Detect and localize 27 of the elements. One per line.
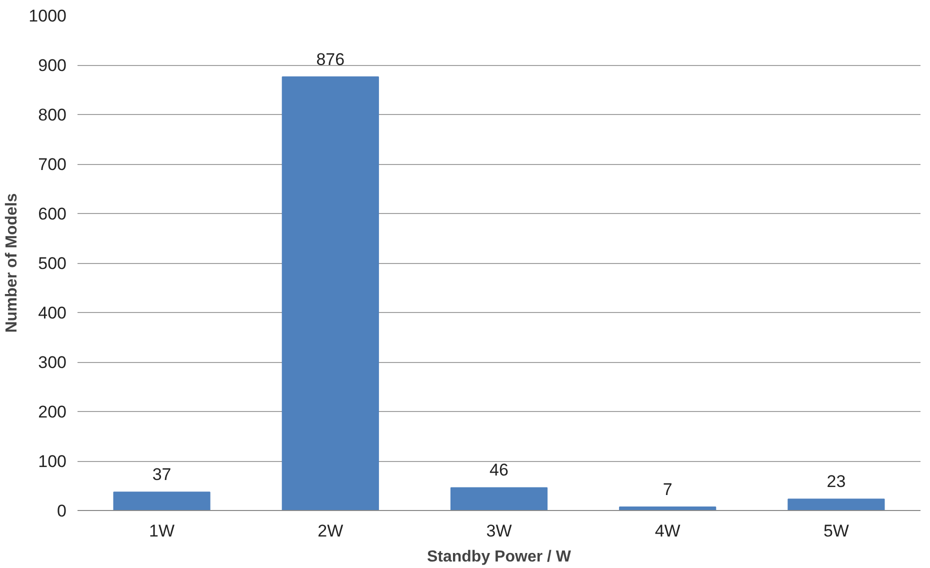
x-tick-label: 1W xyxy=(149,522,175,540)
x-axis-title: Standby Power / W xyxy=(426,548,572,566)
y-tick-label: 800 xyxy=(38,106,67,124)
x-tick-label: 5W xyxy=(823,522,849,540)
data-label: 23 xyxy=(826,472,846,492)
x-tick-label: 3W xyxy=(486,522,512,540)
y-axis-title: Number of Models xyxy=(4,193,21,333)
y-tick-label: 0 xyxy=(57,502,67,520)
data-label: 46 xyxy=(490,460,508,480)
x-tick-label: 4W xyxy=(654,522,680,540)
bar xyxy=(788,498,885,510)
data-label: 37 xyxy=(152,465,172,484)
y-tick-label: 700 xyxy=(38,155,67,174)
data-label: 7 xyxy=(662,480,672,500)
y-tick-label: 100 xyxy=(38,452,67,471)
y-tick-label: 400 xyxy=(38,304,67,322)
bar xyxy=(282,76,379,510)
y-tick-label: 1000 xyxy=(28,6,67,26)
data-label: 876 xyxy=(316,50,345,69)
y-tick-label: 500 xyxy=(38,254,67,273)
y-tick-label: 200 xyxy=(38,402,67,422)
y-tick-label: 300 xyxy=(38,353,67,372)
y-tick-label: 900 xyxy=(38,56,67,75)
bar xyxy=(113,492,210,510)
x-tick-label: 2W xyxy=(318,522,344,540)
y-tick-label: 600 xyxy=(38,204,67,224)
bar xyxy=(450,487,548,510)
